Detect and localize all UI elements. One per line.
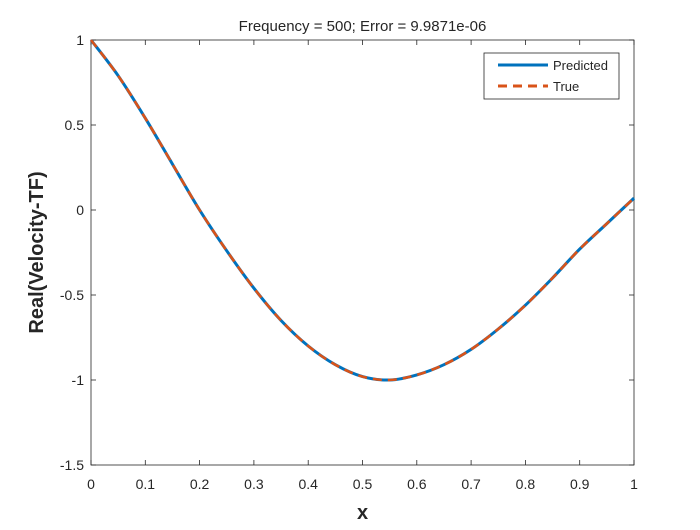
- chart-title: Frequency = 500; Error = 9.9871e-06: [239, 18, 487, 35]
- x-tick-label: 0: [87, 476, 95, 492]
- legend-label-predicted: Predicted: [553, 58, 608, 73]
- x-tick-label: 0.9: [570, 476, 590, 492]
- plot-area: [91, 40, 634, 465]
- y-tick-label: 1: [76, 32, 84, 48]
- x-tick-label: 0.7: [461, 476, 481, 492]
- x-axis-ticks: 0 0.1 0.2 0.3 0.4 0.5 0.6 0.7 0.8 0.9 1: [87, 40, 638, 492]
- x-tick-label: 1: [630, 476, 638, 492]
- x-tick-label: 0.4: [298, 476, 318, 492]
- x-tick-label: 0.3: [244, 476, 264, 492]
- y-tick-label: 0.5: [65, 117, 85, 133]
- x-tick-label: 0.6: [407, 476, 427, 492]
- x-axis-label: x: [357, 502, 368, 524]
- y-tick-label: -0.5: [60, 287, 84, 303]
- x-tick-label: 0.2: [190, 476, 210, 492]
- y-tick-label: 0: [76, 202, 84, 218]
- x-tick-label: 0.5: [353, 476, 373, 492]
- y-axis-ticks: 1 0.5 0 -0.5 -1 -1.5: [60, 32, 634, 473]
- y-tick-label: -1.5: [60, 457, 84, 473]
- legend-box: [483, 52, 620, 100]
- y-axis-label: Real(Velocity-TF): [26, 171, 48, 333]
- legend: Predicted True: [483, 52, 620, 100]
- legend-label-true: True: [553, 79, 579, 94]
- y-tick-label: -1: [72, 372, 85, 388]
- series-line-true: [89, 39, 635, 382]
- x-tick-label: 0.8: [516, 476, 536, 492]
- series-layer: [89, 39, 636, 382]
- x-tick-label: 0.1: [136, 476, 156, 492]
